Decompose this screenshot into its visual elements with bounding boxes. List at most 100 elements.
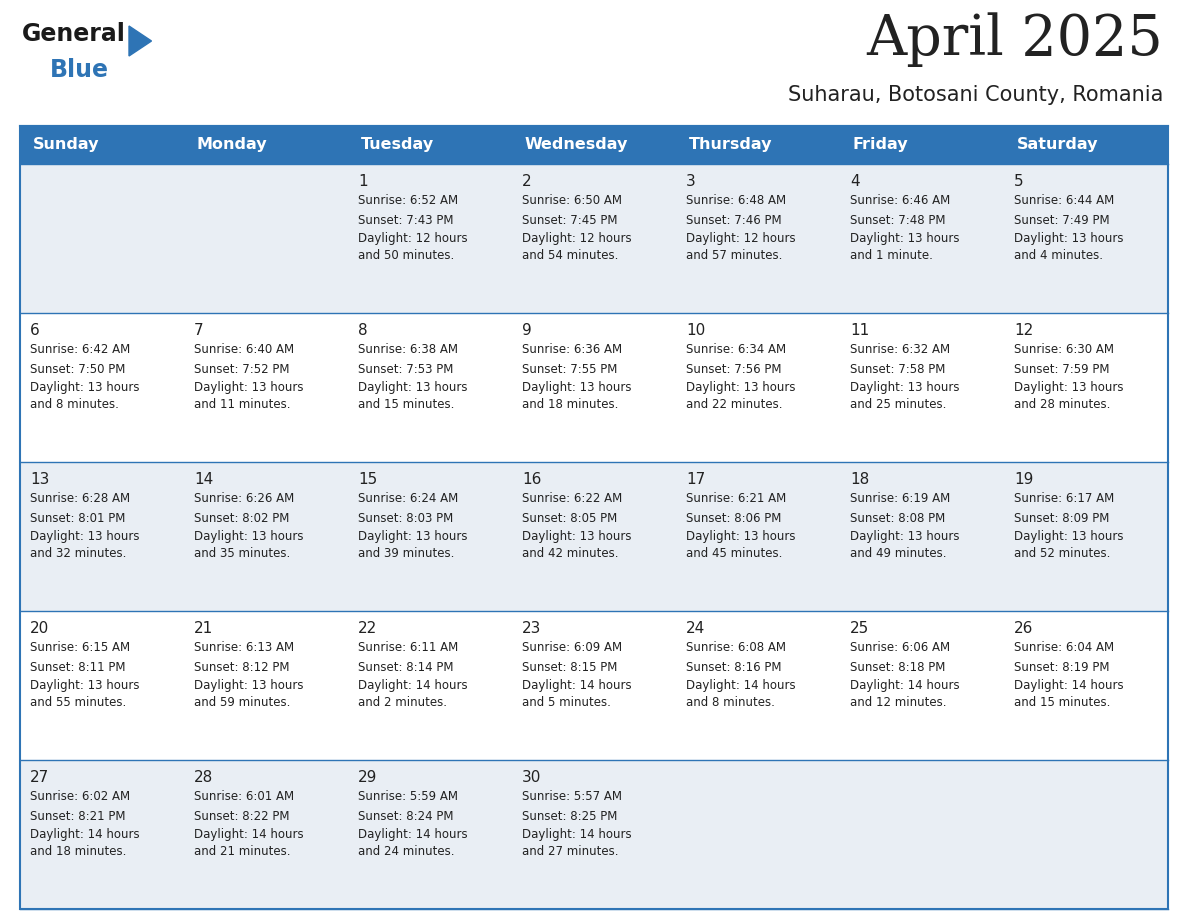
Text: Sunset: 7:50 PM: Sunset: 7:50 PM [30, 363, 126, 376]
Text: Blue: Blue [50, 58, 109, 82]
Bar [348, 611, 512, 760]
Bar [20, 126, 184, 164]
Text: Monday: Monday [197, 138, 267, 152]
Bar [20, 164, 184, 313]
Bar [348, 760, 512, 909]
Text: Sunset: 7:52 PM: Sunset: 7:52 PM [194, 363, 290, 376]
Text: Sunset: 7:59 PM: Sunset: 7:59 PM [1015, 363, 1110, 376]
Text: and 5 minutes.: and 5 minutes. [522, 696, 611, 709]
Text: and 59 minutes.: and 59 minutes. [194, 696, 290, 709]
Text: Daylight: 14 hours: Daylight: 14 hours [685, 679, 796, 692]
Text: Sunrise: 6:13 AM: Sunrise: 6:13 AM [194, 641, 295, 654]
Text: Daylight: 14 hours: Daylight: 14 hours [30, 828, 140, 841]
Text: and 8 minutes.: and 8 minutes. [685, 696, 775, 709]
Text: Sunrise: 6:15 AM: Sunrise: 6:15 AM [30, 641, 131, 654]
Text: 27: 27 [30, 770, 49, 785]
Bar [20, 313, 184, 462]
Text: Sunrise: 6:04 AM: Sunrise: 6:04 AM [1015, 641, 1114, 654]
Text: Sunset: 8:25 PM: Sunset: 8:25 PM [522, 810, 618, 823]
Text: Sunset: 8:12 PM: Sunset: 8:12 PM [194, 661, 290, 674]
Text: 9: 9 [522, 323, 532, 338]
Text: 7: 7 [194, 323, 203, 338]
Text: Sunset: 7:43 PM: Sunset: 7:43 PM [358, 214, 454, 227]
Text: Sunrise: 6:09 AM: Sunrise: 6:09 AM [522, 641, 623, 654]
Text: Daylight: 13 hours: Daylight: 13 hours [30, 381, 139, 394]
Text: Sunrise: 6:40 AM: Sunrise: 6:40 AM [194, 343, 295, 356]
Text: 6: 6 [30, 323, 39, 338]
Bar [512, 164, 676, 313]
Bar [20, 611, 184, 760]
Text: Sunset: 8:21 PM: Sunset: 8:21 PM [30, 810, 126, 823]
Text: 13: 13 [30, 472, 50, 487]
Text: 11: 11 [849, 323, 870, 338]
Text: Sunrise: 6:44 AM: Sunrise: 6:44 AM [1015, 194, 1114, 207]
Text: Friday: Friday [853, 138, 909, 152]
Text: and 32 minutes.: and 32 minutes. [30, 547, 126, 560]
Text: Daylight: 13 hours: Daylight: 13 hours [1015, 232, 1124, 245]
Text: and 45 minutes.: and 45 minutes. [685, 547, 783, 560]
Text: and 18 minutes.: and 18 minutes. [30, 845, 126, 858]
Text: Wednesday: Wednesday [525, 138, 628, 152]
Text: Daylight: 13 hours: Daylight: 13 hours [194, 530, 303, 543]
Text: 28: 28 [194, 770, 214, 785]
Text: Daylight: 13 hours: Daylight: 13 hours [849, 232, 960, 245]
Text: and 52 minutes.: and 52 minutes. [1015, 547, 1111, 560]
Text: Sunrise: 6:46 AM: Sunrise: 6:46 AM [849, 194, 950, 207]
Bar [840, 462, 1004, 611]
Bar [184, 462, 348, 611]
Text: Daylight: 13 hours: Daylight: 13 hours [358, 381, 468, 394]
Text: and 21 minutes.: and 21 minutes. [194, 845, 291, 858]
Text: Sunset: 8:03 PM: Sunset: 8:03 PM [358, 512, 454, 525]
Text: Sunrise: 6:32 AM: Sunrise: 6:32 AM [849, 343, 950, 356]
Text: Sunrise: 6:36 AM: Sunrise: 6:36 AM [522, 343, 623, 356]
Bar [184, 164, 348, 313]
Text: and 50 minutes.: and 50 minutes. [358, 249, 454, 262]
Text: Sunrise: 6:28 AM: Sunrise: 6:28 AM [30, 492, 131, 505]
Text: Sunset: 7:48 PM: Sunset: 7:48 PM [849, 214, 946, 227]
Text: Sunset: 8:06 PM: Sunset: 8:06 PM [685, 512, 782, 525]
Text: 24: 24 [685, 621, 706, 636]
Text: Sunset: 7:46 PM: Sunset: 7:46 PM [685, 214, 782, 227]
Text: Sunrise: 6:08 AM: Sunrise: 6:08 AM [685, 641, 786, 654]
Text: Sunset: 7:45 PM: Sunset: 7:45 PM [522, 214, 618, 227]
Text: and 2 minutes.: and 2 minutes. [358, 696, 447, 709]
Text: Tuesday: Tuesday [361, 138, 434, 152]
Text: Daylight: 13 hours: Daylight: 13 hours [30, 679, 139, 692]
Text: Daylight: 13 hours: Daylight: 13 hours [849, 381, 960, 394]
Text: and 28 minutes.: and 28 minutes. [1015, 398, 1111, 411]
Bar [512, 760, 676, 909]
Text: and 11 minutes.: and 11 minutes. [194, 398, 291, 411]
Text: and 54 minutes.: and 54 minutes. [522, 249, 619, 262]
Text: Daylight: 13 hours: Daylight: 13 hours [30, 530, 139, 543]
Text: Sunset: 8:16 PM: Sunset: 8:16 PM [685, 661, 782, 674]
Bar [840, 611, 1004, 760]
Bar [840, 164, 1004, 313]
Text: Daylight: 13 hours: Daylight: 13 hours [194, 679, 303, 692]
Text: Daylight: 13 hours: Daylight: 13 hours [685, 530, 796, 543]
Text: Sunset: 7:56 PM: Sunset: 7:56 PM [685, 363, 782, 376]
Bar [1004, 313, 1168, 462]
Text: 19: 19 [1015, 472, 1034, 487]
Text: 3: 3 [685, 174, 696, 189]
Bar [348, 313, 512, 462]
Text: Sunrise: 5:59 AM: Sunrise: 5:59 AM [358, 790, 459, 803]
Text: Daylight: 13 hours: Daylight: 13 hours [1015, 530, 1124, 543]
Text: Sunset: 7:55 PM: Sunset: 7:55 PM [522, 363, 618, 376]
Text: Sunrise: 6:38 AM: Sunrise: 6:38 AM [358, 343, 459, 356]
Bar [348, 164, 512, 313]
Bar [348, 462, 512, 611]
Text: Daylight: 14 hours: Daylight: 14 hours [522, 828, 632, 841]
Text: 25: 25 [849, 621, 870, 636]
Bar [676, 313, 840, 462]
Text: 23: 23 [522, 621, 542, 636]
Text: Sunset: 8:09 PM: Sunset: 8:09 PM [1015, 512, 1110, 525]
Text: Sunrise: 6:30 AM: Sunrise: 6:30 AM [1015, 343, 1114, 356]
Text: Daylight: 14 hours: Daylight: 14 hours [849, 679, 960, 692]
Text: Daylight: 14 hours: Daylight: 14 hours [358, 828, 468, 841]
Text: Sunset: 7:49 PM: Sunset: 7:49 PM [1015, 214, 1110, 227]
Text: Sunset: 8:19 PM: Sunset: 8:19 PM [1015, 661, 1110, 674]
Text: Daylight: 13 hours: Daylight: 13 hours [1015, 381, 1124, 394]
Text: Sunset: 8:15 PM: Sunset: 8:15 PM [522, 661, 618, 674]
Text: Sunrise: 6:24 AM: Sunrise: 6:24 AM [358, 492, 459, 505]
Text: Sunrise: 6:19 AM: Sunrise: 6:19 AM [849, 492, 950, 505]
